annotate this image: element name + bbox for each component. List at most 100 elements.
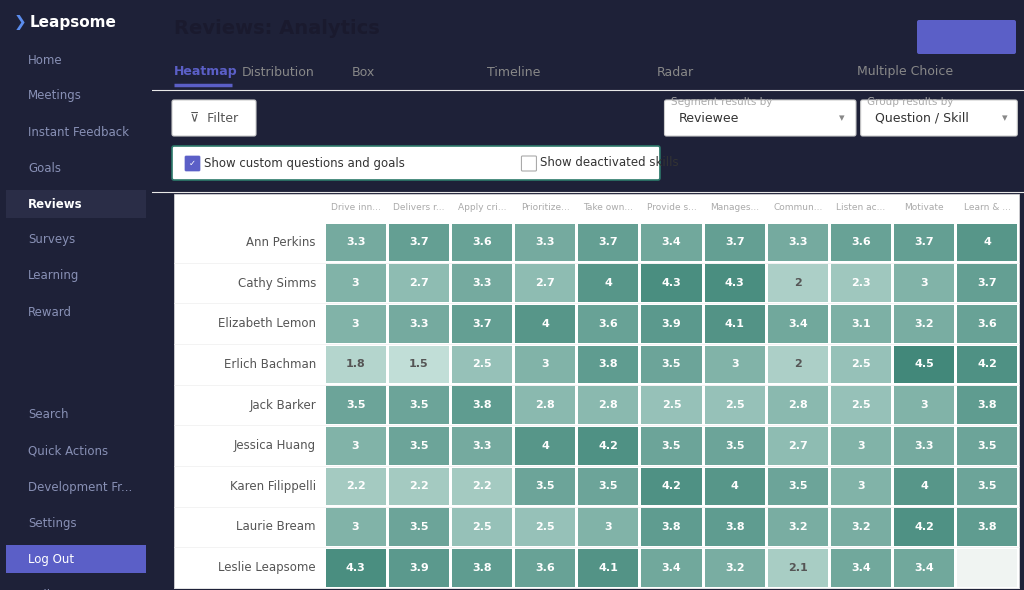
Text: Heatmap: Heatmap: [174, 65, 238, 78]
Text: Provide s...: Provide s...: [646, 204, 696, 212]
Bar: [830, 386, 891, 424]
Text: Karen Filippelli: Karen Filippelli: [229, 480, 316, 493]
Text: Cathy Simms: Cathy Simms: [238, 277, 316, 290]
Bar: [515, 346, 575, 383]
Bar: [389, 264, 449, 302]
Text: 3.9: 3.9: [662, 319, 681, 329]
Text: 2.5: 2.5: [725, 400, 744, 410]
Bar: [894, 305, 954, 343]
Text: 3.4: 3.4: [662, 563, 681, 573]
Bar: [579, 427, 638, 464]
Text: 3: 3: [921, 400, 928, 410]
Bar: [174, 194, 1019, 588]
Text: 3.4: 3.4: [851, 563, 871, 573]
Bar: [894, 386, 954, 424]
Bar: [894, 264, 954, 302]
Text: 3.6: 3.6: [536, 563, 555, 573]
Bar: [768, 508, 828, 546]
Bar: [6, 190, 146, 218]
Bar: [894, 346, 954, 383]
Text: 2.5: 2.5: [536, 522, 555, 532]
Bar: [957, 224, 1018, 261]
Text: Log Out: Log Out: [28, 552, 74, 565]
Bar: [452, 467, 512, 505]
Bar: [705, 508, 765, 546]
Bar: [641, 346, 701, 383]
Bar: [768, 386, 828, 424]
Text: 3.1: 3.1: [851, 319, 870, 329]
Bar: [515, 467, 575, 505]
Text: ✓: ✓: [189, 159, 196, 168]
Text: 3.5: 3.5: [662, 359, 681, 369]
Bar: [579, 224, 638, 261]
Bar: [389, 467, 449, 505]
Bar: [705, 549, 765, 586]
Text: Collapse: Collapse: [28, 588, 78, 590]
Bar: [830, 264, 891, 302]
Bar: [705, 224, 765, 261]
Text: 3.8: 3.8: [598, 359, 618, 369]
Text: 3.5: 3.5: [346, 400, 366, 410]
Text: ❯: ❯: [14, 15, 27, 30]
Text: 2.5: 2.5: [472, 359, 492, 369]
Text: 3.7: 3.7: [978, 278, 997, 288]
Bar: [830, 224, 891, 261]
Text: 3.7: 3.7: [409, 237, 429, 247]
Bar: [326, 508, 386, 546]
Text: 3.3: 3.3: [788, 237, 808, 247]
Bar: [452, 549, 512, 586]
Text: 3.5: 3.5: [409, 441, 428, 451]
Bar: [641, 467, 701, 505]
Text: 3.5: 3.5: [409, 400, 428, 410]
Bar: [768, 264, 828, 302]
Bar: [830, 427, 891, 464]
Bar: [768, 305, 828, 343]
Text: 2.2: 2.2: [346, 481, 366, 491]
FancyBboxPatch shape: [172, 100, 256, 136]
Text: Erlich Bachman: Erlich Bachman: [224, 358, 316, 371]
Bar: [326, 264, 386, 302]
Text: Reviews: Analytics: Reviews: Analytics: [174, 18, 380, 38]
Text: 3.9: 3.9: [409, 563, 429, 573]
Text: 2.2: 2.2: [409, 481, 429, 491]
Text: Question / Skill: Question / Skill: [874, 112, 969, 124]
Text: 4: 4: [604, 278, 612, 288]
Text: Ann Perkins: Ann Perkins: [247, 236, 316, 249]
Text: 3.3: 3.3: [536, 237, 555, 247]
Bar: [641, 508, 701, 546]
Bar: [452, 427, 512, 464]
Text: 4.3: 4.3: [662, 278, 681, 288]
Bar: [957, 508, 1018, 546]
Text: 2.3: 2.3: [851, 278, 870, 288]
Text: 3.7: 3.7: [914, 237, 934, 247]
Bar: [957, 386, 1018, 424]
Text: Jessica Huang: Jessica Huang: [233, 439, 316, 452]
Bar: [579, 467, 638, 505]
Bar: [830, 346, 891, 383]
Text: 4: 4: [731, 481, 738, 491]
Bar: [515, 224, 575, 261]
Text: 3: 3: [352, 522, 359, 532]
Text: 4.2: 4.2: [914, 522, 934, 532]
Text: 3.5: 3.5: [725, 441, 744, 451]
Text: Multiple Choice: Multiple Choice: [857, 65, 953, 78]
Text: 3: 3: [857, 481, 865, 491]
Text: Elizabeth Lemon: Elizabeth Lemon: [218, 317, 316, 330]
Text: 2.8: 2.8: [536, 400, 555, 410]
Bar: [894, 427, 954, 464]
Text: 1.8: 1.8: [346, 359, 366, 369]
Text: 3.8: 3.8: [978, 400, 997, 410]
Text: Delivers r...: Delivers r...: [393, 204, 444, 212]
Text: 3: 3: [542, 359, 549, 369]
Text: 2.5: 2.5: [851, 359, 870, 369]
Bar: [515, 508, 575, 546]
Text: 2.5: 2.5: [662, 400, 681, 410]
Bar: [515, 305, 575, 343]
Bar: [326, 224, 386, 261]
Text: Quick Actions: Quick Actions: [28, 444, 109, 457]
Text: Reviews: Reviews: [28, 198, 83, 211]
Text: 4.2: 4.2: [598, 441, 618, 451]
Bar: [705, 346, 765, 383]
Text: Distribution: Distribution: [242, 65, 314, 78]
Text: Segment results by: Segment results by: [671, 97, 772, 107]
